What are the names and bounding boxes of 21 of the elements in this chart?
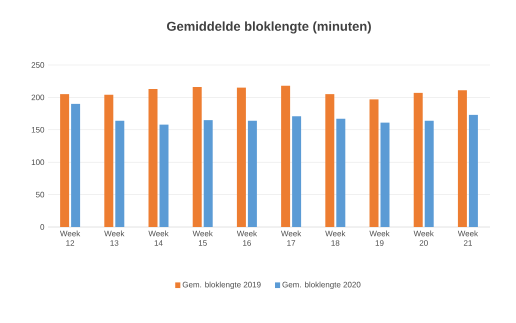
bar [160,124,168,227]
bar [370,99,379,227]
bar [104,94,114,227]
bar [60,94,70,227]
bar [71,104,80,227]
bar [458,90,467,227]
bar [468,114,478,227]
bar [325,94,334,227]
bar [380,122,390,227]
bar [424,120,434,227]
bar [115,120,124,227]
bar [248,120,257,227]
bar [204,120,213,227]
bar [148,88,158,227]
chart-title: Gemiddelde bloklengte (minuten) [166,21,371,34]
bar [192,87,202,227]
bar [336,118,346,227]
bar [292,116,302,227]
bar [414,92,423,227]
bar [281,86,290,227]
bar [236,88,246,227]
